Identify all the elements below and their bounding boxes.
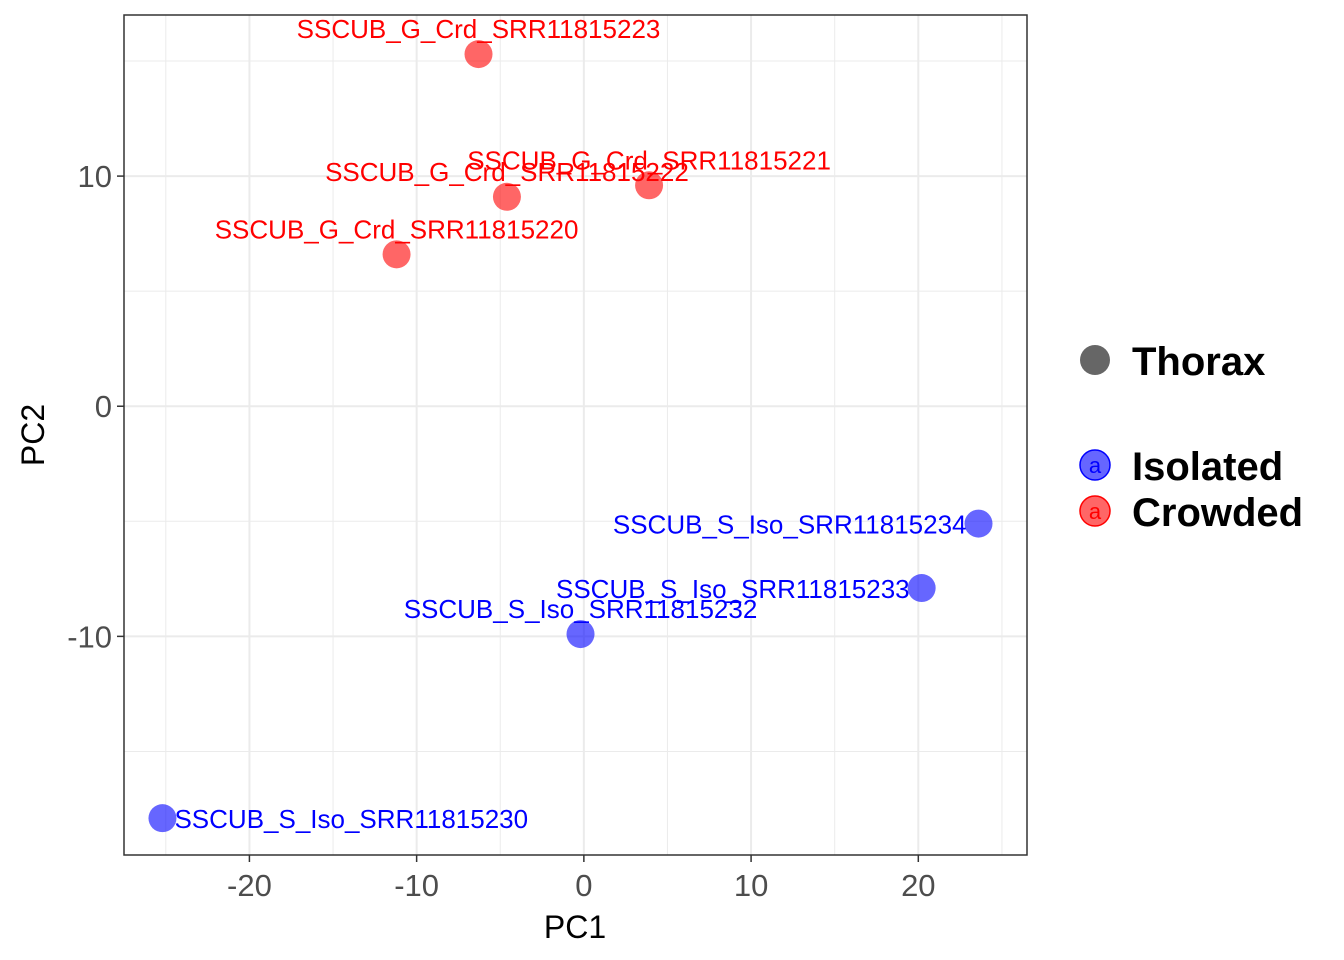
point-sscub-s-iso-srr11815233 <box>907 574 936 603</box>
point-sscub-s-iso-srr11815230 <box>148 804 177 833</box>
data-points <box>148 40 993 833</box>
legend-crowded-key-icon <box>1079 495 1111 527</box>
point-label-sscub-s-iso-srr11815233: SSCUB_S_Iso_SRR11815233 <box>556 574 910 604</box>
legend-entry-isolated: Isolated <box>1132 445 1283 489</box>
point-label-sscub-s-iso-srr11815230: SSCUB_S_Iso_SRR11815230 <box>174 804 528 834</box>
point-label-sscub-g-crd-srr11815221: SSCUB_G_Crd_SRR11815221 <box>467 145 831 175</box>
legend-isolated-key-icon <box>1079 449 1111 481</box>
legend-crowded-key-glyph: a <box>1089 499 1102 524</box>
legend: Thorax a Isolated a Crowded <box>1079 340 1303 535</box>
x-axis-title: PC1 <box>544 909 606 945</box>
x-tick-labels: -20 -10 0 10 20 <box>227 868 936 903</box>
point-label-sscub-g-crd-srr11815220: SSCUB_G_Crd_SRR11815220 <box>215 214 579 244</box>
legend-thorax-circle-icon <box>1080 345 1110 375</box>
point-label-sscub-s-iso-srr11815232: SSCUB_S_Iso_SRR11815232 <box>404 594 758 624</box>
x-tick-label: -20 <box>227 868 272 903</box>
point-sscub-s-iso-srr11815232 <box>566 620 595 649</box>
point-sscub-g-crd-srr11815222 <box>492 182 521 211</box>
legend-shape-title: Thorax <box>1132 340 1265 384</box>
point-labels: SSCUB_G_Crd_SRR11815223 SSCUB_G_Crd_SRR11… <box>174 14 966 834</box>
point-label-sscub-g-crd-srr11815223: SSCUB_G_Crd_SRR11815223 <box>297 14 661 44</box>
legend-entry-crowded: Crowded <box>1132 491 1303 535</box>
x-tick-label: 10 <box>734 868 768 903</box>
y-tick-labels: -10 0 10 <box>67 159 112 654</box>
axis-ticks <box>117 175 920 862</box>
grid-major <box>124 15 1027 855</box>
point-label-sscub-s-iso-srr11815234: SSCUB_S_Iso_SRR11815234 <box>613 510 967 540</box>
x-tick-label: 0 <box>575 868 592 903</box>
x-tick-label: 20 <box>901 868 935 903</box>
y-tick-label: 0 <box>95 389 112 424</box>
point-label-sscub-g-crd-srr11815222: SSCUB_G_Crd_SRR11815222 <box>325 157 689 187</box>
point-sscub-g-crd-srr11815221 <box>635 171 664 200</box>
point-sscub-s-iso-srr11815234 <box>964 509 993 538</box>
grid-minor <box>124 15 1027 855</box>
y-tick-label: 10 <box>78 159 112 194</box>
y-tick-label: -10 <box>67 619 112 654</box>
x-tick-label: -10 <box>394 868 439 903</box>
point-sscub-g-crd-srr11815220 <box>382 240 411 269</box>
point-sscub-g-crd-srr11815223 <box>464 40 493 69</box>
panel-background <box>124 15 1027 855</box>
y-axis-title: PC2 <box>15 404 51 466</box>
panel-border <box>123 14 1028 856</box>
legend-isolated-key-glyph: a <box>1089 453 1102 478</box>
